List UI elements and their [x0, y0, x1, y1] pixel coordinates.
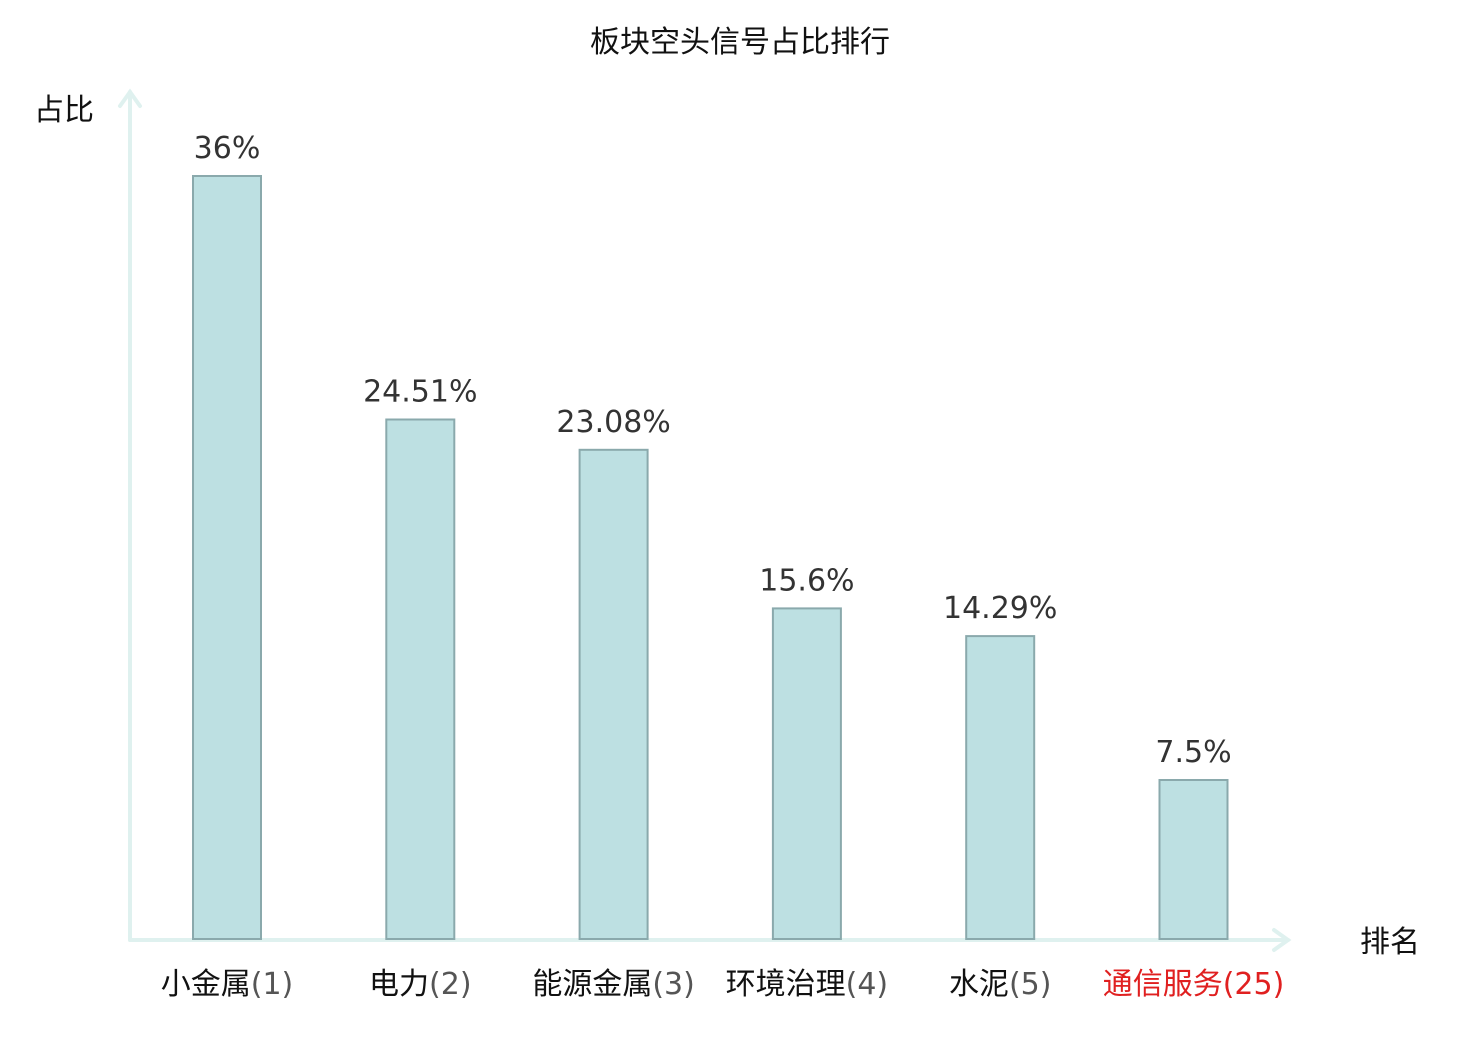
category-labels-group: 小金属(1) 电力(2) 能源金属(3) 环境治理(4) 水泥(5) 通信服务(25): [161, 967, 1285, 1002]
bar: [578, 448, 649, 940]
category-tick-label: 通信服务(25): [1103, 967, 1285, 1002]
bar-value-label: 7.5%: [1155, 735, 1231, 770]
category-name: 小金属: [161, 967, 251, 1002]
bar-value-label: 14.29%: [943, 591, 1057, 626]
category-name: 电力: [369, 967, 429, 1002]
x-axis-label: 排名: [1360, 925, 1420, 960]
category-rank: (4): [846, 967, 889, 1002]
category-name: 通信服务: [1103, 967, 1223, 1002]
category-rank: (5): [1009, 967, 1051, 1002]
x-axis-arrow-icon: [1272, 928, 1292, 952]
bar-value-label: 23.08%: [556, 405, 670, 440]
bar: [771, 607, 842, 941]
category-tick-label: 能源金属(3): [532, 967, 695, 1002]
category-name: 环境治理: [726, 967, 846, 1002]
bar-value-label: 36%: [194, 131, 261, 166]
bar: [385, 418, 456, 940]
category-name: 水泥: [949, 967, 1009, 1002]
value-labels-group: 36% 24.51% 23.08% 15.6% 14.29% 7.5%: [194, 131, 1232, 770]
category-rank: (25): [1223, 967, 1285, 1002]
category-name: 能源金属: [532, 967, 652, 1002]
category-rank: (2): [429, 967, 472, 1002]
bars-group: [192, 175, 1229, 941]
bar-value-label: 24.51%: [363, 375, 477, 410]
y-axis-arrow-icon: [118, 88, 142, 108]
chart-title: 板块空头信号占比排行: [590, 25, 890, 60]
bar: [965, 635, 1036, 940]
y-axis-label: 占比: [34, 93, 94, 128]
category-tick-label: 环境治理(4): [726, 967, 889, 1002]
category-tick-label: 电力(2): [369, 967, 472, 1002]
category-rank: (3): [652, 967, 695, 1002]
axes: [118, 88, 1292, 952]
bar: [1158, 779, 1229, 940]
category-rank: (1): [251, 967, 294, 1002]
category-tick-label: 小金属(1): [161, 967, 294, 1002]
category-tick-label: 水泥(5): [949, 967, 1051, 1002]
bar: [192, 175, 262, 940]
bar-value-label: 15.6%: [759, 563, 854, 598]
